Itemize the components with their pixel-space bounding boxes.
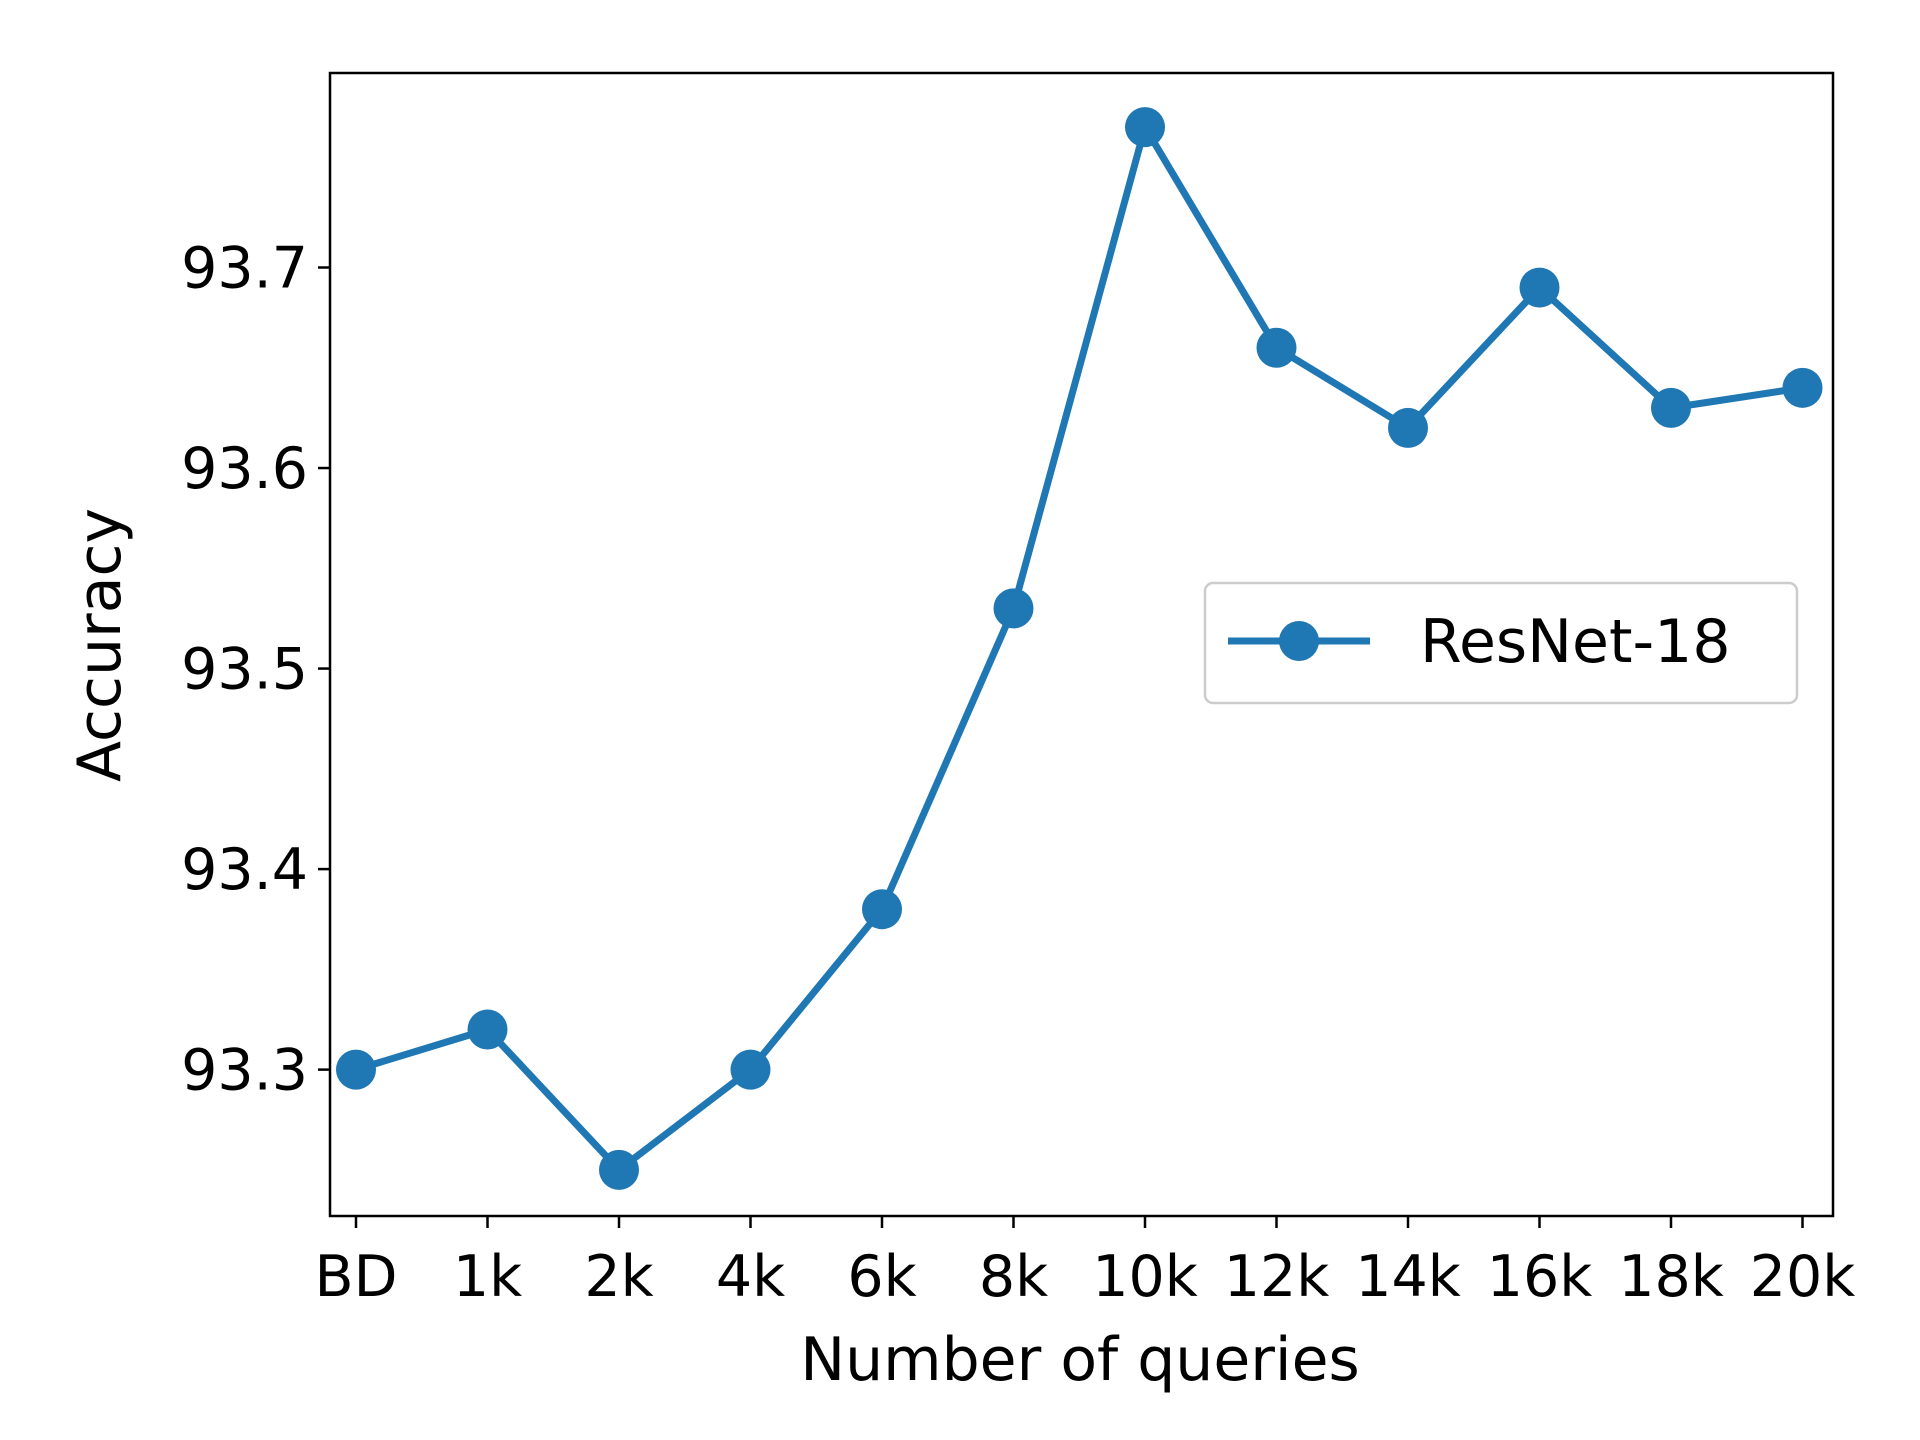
data-point [1782,367,1823,408]
x-tick-label: 20k [1750,1244,1856,1310]
x-tick-label: 2k [584,1244,653,1310]
legend-marker [1279,621,1319,661]
plot-frame [328,71,1835,1218]
x-tick-label: 4k [716,1244,785,1310]
data-point [1256,327,1297,368]
axes: 93.3 93.4 93.5 93.6 93.7 BD 1k 2k 4k 6k 8k 10k 12k 14… [181,71,1856,1310]
y-tick-label: 93.7 [181,236,308,302]
x-tick-label: 6k [847,1244,916,1310]
data-point [599,1149,639,1190]
x-tick-label: 10k [1092,1244,1198,1310]
x-tick-label: 1k [453,1244,522,1310]
data-point [862,889,902,930]
plot-area [336,107,1823,1190]
series-line [352,123,1806,1174]
legend-box [1203,581,1799,705]
data-point [730,1049,771,1090]
data-point [993,588,1034,629]
x-tick-label: BD [315,1244,398,1310]
y-axis-label: Accuracy [65,508,135,782]
x-tick-label: 12k [1224,1244,1330,1310]
data-point [1388,407,1428,448]
data-point [467,1009,508,1050]
data-point [1519,267,1560,308]
legend-label: ResNet-18 [1420,607,1731,677]
y-tick-label: 93.6 [181,436,308,502]
data-point [336,1049,376,1090]
x-tick-label: 18k [1618,1244,1724,1310]
data-point [1651,387,1691,428]
x-axis-label: Number of queries [800,1325,1360,1395]
y-tick-label: 93.4 [181,837,308,903]
x-tick-label: 16k [1487,1244,1593,1310]
data-point [1125,107,1165,148]
y-tick-label: 93.3 [181,1038,308,1104]
x-tick-label: 14k [1355,1244,1461,1310]
y-tick-label: 93.5 [181,637,308,703]
legend: ResNet-18 [1203,581,1799,705]
x-tick-label: 8k [979,1244,1048,1310]
